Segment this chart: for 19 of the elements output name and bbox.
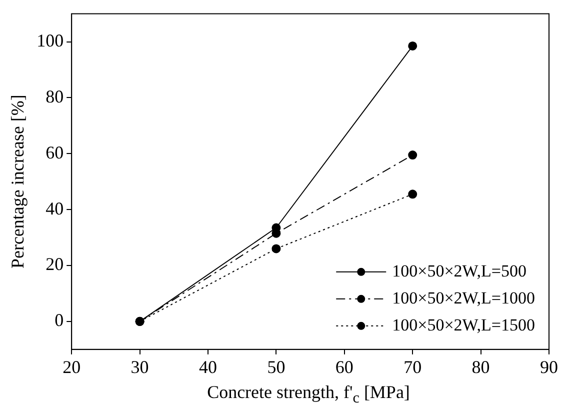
y-tick-label: 80 — [46, 86, 64, 106]
x-tick-label: 50 — [267, 356, 286, 377]
x-tick-label: 90 — [540, 356, 558, 377]
x-axis-title: Concrete strength, f'$_{c}$ [MPa] — [206, 382, 411, 408]
x-tick-label: 30 — [130, 356, 149, 377]
y-tick-label: 100 — [36, 30, 64, 50]
legend-label: 100×50×2W,L=500 — [392, 261, 527, 280]
y-tick-label: 0 — [54, 310, 64, 330]
y-tick-label: 40 — [46, 198, 64, 218]
y-tick-label: 60 — [46, 142, 64, 162]
legend-label: 100×50×2W,L=1500 — [392, 315, 536, 334]
y-axis-title: Percentage increase [%] — [8, 94, 28, 269]
x-tick-label: 80 — [472, 356, 490, 377]
legend-label: 100×50×2W,L=1000 — [392, 288, 536, 308]
x-tick-label: 20 — [62, 356, 81, 377]
x-tick-label: 40 — [199, 356, 217, 377]
x-tick-label: 70 — [404, 356, 422, 377]
x-tick-label: 60 — [335, 356, 354, 377]
y-tick-label: 20 — [46, 254, 64, 274]
